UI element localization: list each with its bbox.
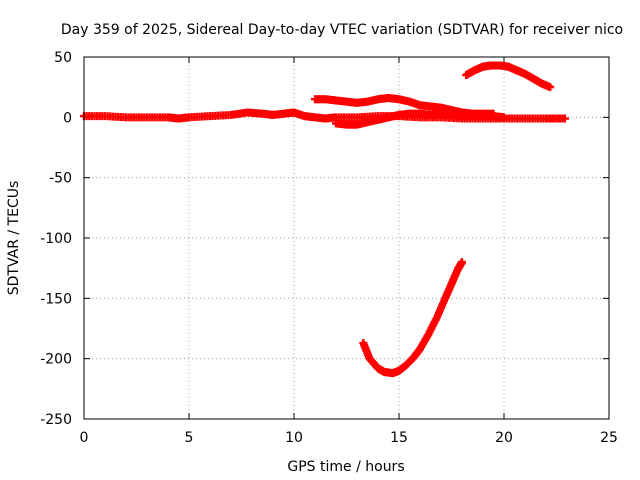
x-tick-label: 0 [80, 430, 89, 446]
y-tick-label: -150 [40, 291, 72, 307]
x-axis-label: GPS time / hours [287, 459, 404, 475]
grid-lines [84, 57, 609, 419]
plot-frame [83, 56, 610, 420]
data-point [546, 83, 555, 92]
y-tick-label: 0 [63, 110, 72, 126]
x-tick-label: 25 [600, 430, 618, 446]
data-point [560, 114, 569, 123]
data-point [458, 258, 466, 267]
data-points [80, 61, 569, 378]
series-track-5 [359, 258, 466, 378]
chart-title: Day 359 of 2025, Sidereal Day-to-day VTE… [61, 22, 623, 38]
tick-labels: 0 5 10 15 20 25 -250 -200 -150 -100 -50 0 50 [40, 50, 618, 446]
x-tick-label: 20 [495, 430, 513, 446]
y-tick-label: -100 [40, 231, 72, 247]
data-point [489, 109, 498, 118]
y-axis-label: SDTVAR / TECUs [6, 181, 22, 296]
x-tick-label: 15 [390, 430, 408, 446]
x-tick-label: 5 [185, 430, 194, 446]
x-tick-label: 10 [285, 430, 303, 446]
series-track-4 [462, 61, 555, 92]
data-point [500, 113, 508, 122]
y-tick-label: 50 [54, 50, 72, 66]
axis-ticks [83, 56, 610, 420]
y-tick-label: -250 [40, 412, 72, 428]
series-track-3 [332, 109, 498, 129]
y-tick-label: -200 [40, 352, 72, 368]
y-tick-label: -50 [49, 171, 72, 187]
